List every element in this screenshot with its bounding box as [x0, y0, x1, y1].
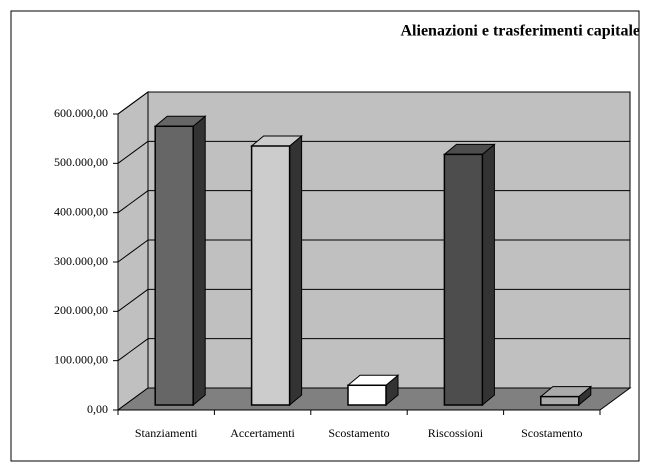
x-tick-label: Scostamento	[328, 426, 389, 440]
bar	[154, 125, 194, 406]
y-tick-label: 400.000,00	[54, 204, 108, 218]
grid-line	[117, 239, 149, 263]
bar	[540, 395, 580, 406]
y-tick-label: 600.000,00	[54, 106, 108, 120]
y-tick-label: 500.000,00	[54, 155, 108, 169]
grid-line	[117, 288, 149, 312]
grid-line	[117, 338, 149, 362]
bar	[443, 153, 484, 406]
y-tick-label: 100.000,00	[54, 352, 108, 366]
bar-side	[192, 115, 206, 407]
grid-line	[117, 91, 149, 115]
x-tick-label: Scostamento	[521, 426, 582, 440]
x-tick-label: Stanziamenti	[135, 426, 198, 440]
x-tick-label: Riscossioni	[428, 426, 484, 440]
bar	[250, 145, 291, 406]
chart-title: Alienazioni e trasferimenti capitale	[401, 23, 641, 40]
bar-side	[289, 134, 303, 407]
grid-line	[117, 190, 149, 214]
y-tick-label: 0,00	[87, 402, 108, 416]
grid-line	[117, 140, 149, 164]
bar	[347, 384, 387, 406]
y-tick-label: 200.000,00	[54, 303, 108, 317]
y-tick-label: 300.000,00	[54, 254, 108, 268]
bar-side	[481, 143, 495, 407]
x-tick-label: Accertamenti	[230, 426, 295, 440]
